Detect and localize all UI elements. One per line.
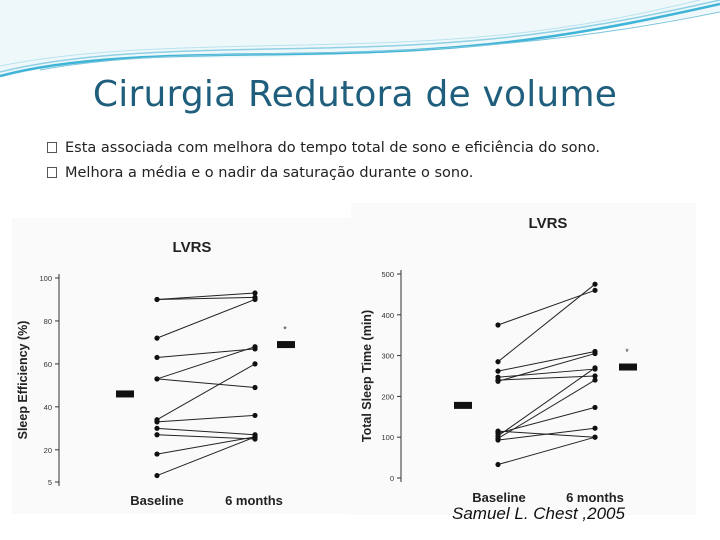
- y-tick-label: 40: [44, 403, 52, 412]
- subject-line: [497, 427, 596, 441]
- followup-point: [252, 434, 258, 440]
- baseline-point: [495, 368, 501, 374]
- significance-marker: *: [283, 325, 287, 335]
- baseline-point: [495, 461, 501, 468]
- subject-line: [497, 375, 596, 381]
- header-wave-decoration: [0, 0, 720, 78]
- baseline-point: [154, 472, 160, 479]
- subject-line: [156, 434, 256, 440]
- y-tick-label: 400: [381, 311, 394, 320]
- followup-mean-bar: [619, 363, 637, 371]
- followup-point: [592, 350, 598, 357]
- chart-title: LVRS: [529, 215, 568, 232]
- bullet-item-2: Melhora a média e o nadir da saturação d…: [47, 163, 600, 188]
- baseline-point: [154, 451, 160, 457]
- followup-point: [592, 404, 598, 411]
- bullet-item-1: Esta associada com melhora do tempo tota…: [47, 138, 600, 163]
- subject-line: [156, 436, 256, 455]
- baseline-point: [154, 296, 160, 303]
- slide-title: Cirurgia Redutora de volume: [92, 74, 618, 115]
- baseline-mean-bar: [454, 401, 472, 409]
- subject-line: [497, 351, 596, 372]
- subject-line: [497, 289, 596, 326]
- bullet-list: Esta associada com melhora do tempo tota…: [47, 138, 600, 188]
- y-tick-label: 100: [39, 274, 52, 283]
- subject-line: [156, 436, 256, 477]
- significance-marker: *: [625, 347, 629, 357]
- y-axis-label: Sleep Efficiency (%): [16, 321, 30, 440]
- subject-line: [156, 292, 256, 300]
- followup-point: [252, 412, 258, 419]
- y-tick-label: 80: [44, 317, 52, 326]
- sleep-efficiency-chart: LVRS Sleep Efficiency (%) 5 20 40 60 80 100 * Bas…: [16, 239, 295, 508]
- subject-line: [497, 283, 596, 363]
- y-axis-label: Total Sleep Time (min): [360, 310, 374, 442]
- followup-point: [592, 377, 598, 383]
- subject-line: [156, 299, 256, 339]
- bullet-text-1: Esta associada com melhora do tempo tota…: [65, 140, 600, 156]
- chart-panel-left: LVRS Sleep Efficiency (%) 5 20 40 60 80 100 * Bas…: [12, 218, 354, 514]
- subject-line: [497, 436, 596, 466]
- bullet-text-2: Melhora a média e o nadir da saturação d…: [65, 165, 474, 181]
- category-label-baseline: Baseline: [130, 493, 183, 508]
- total-sleep-time-chart: LVRS Total Sleep Time (min) 0 100 200 300 400 5…: [360, 215, 637, 505]
- followup-mean-bar: [277, 341, 295, 349]
- y-tick-label: 20: [44, 446, 52, 455]
- wave-fill: [0, 0, 720, 78]
- baseline-point: [154, 432, 160, 438]
- wave-line-3: [39, 11, 720, 71]
- bullet-box-icon: [47, 142, 57, 153]
- subject-line: [156, 348, 256, 358]
- chart-title: LVRS: [173, 239, 212, 256]
- subject-line: [497, 353, 596, 382]
- subject-line: [156, 378, 256, 389]
- citation: Samuel L. Chest ,2005: [452, 504, 625, 523]
- category-label-6-months: 6 months: [225, 493, 283, 508]
- subject-line: [497, 367, 596, 437]
- followup-point: [252, 344, 258, 350]
- followup-point: [592, 281, 598, 287]
- baseline-point: [495, 437, 501, 443]
- subject-line: [497, 379, 596, 439]
- subject-line: [156, 427, 256, 436]
- baseline-point: [154, 425, 160, 431]
- subject-line: [156, 296, 256, 300]
- followup-point: [252, 296, 258, 303]
- followup-point: [252, 290, 258, 296]
- followup-point: [592, 425, 598, 431]
- baseline-point: [495, 322, 501, 328]
- followup-point: [592, 365, 598, 371]
- followup-point: [592, 373, 598, 379]
- subject-line: [156, 363, 256, 421]
- baseline-point: [154, 376, 160, 382]
- category-label-baseline: Baseline: [472, 490, 525, 505]
- bullet-box-icon: [47, 167, 57, 178]
- subject-line: [497, 368, 596, 378]
- baseline-mean-bar: [116, 390, 134, 398]
- y-tick-label: 100: [381, 433, 394, 442]
- chart-panel-right: LVRS Total Sleep Time (min) 0 100 200 300 400 5…: [351, 203, 696, 515]
- y-tick-label: 60: [44, 360, 52, 369]
- y-tick-label: 5: [48, 478, 52, 487]
- y-tick-label: 300: [381, 352, 394, 361]
- baseline-point: [495, 378, 501, 384]
- y-tick-label: 0: [390, 474, 394, 483]
- wave-line-2: [0, 0, 720, 73]
- y-tick-label: 200: [381, 392, 394, 401]
- y-tick-label: 500: [381, 270, 394, 279]
- category-label-6-months: 6 months: [566, 490, 624, 505]
- wave-line-4: [0, 0, 701, 67]
- baseline-point: [495, 359, 501, 365]
- followup-point: [252, 361, 258, 367]
- baseline-point: [154, 354, 160, 361]
- followup-point: [252, 384, 258, 391]
- baseline-point: [154, 335, 160, 341]
- subject-line: [156, 414, 256, 423]
- followup-point: [592, 287, 598, 293]
- followup-point: [592, 434, 598, 440]
- subject-line: [156, 346, 256, 380]
- baseline-point: [154, 419, 160, 425]
